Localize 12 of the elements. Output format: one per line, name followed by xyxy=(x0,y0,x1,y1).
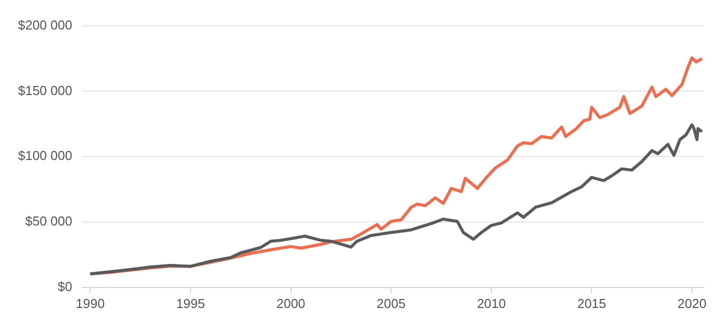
x-tick-label: 1990 xyxy=(76,296,105,311)
x-tick-label: 2000 xyxy=(276,296,306,311)
x-tick-label: 2005 xyxy=(376,296,406,311)
y-tick-label: $200 000 xyxy=(18,17,72,32)
y-tick-label: $150 000 xyxy=(18,82,72,98)
x-tick-label: 1995 xyxy=(176,296,205,311)
x-tick-label: 2010 xyxy=(476,296,506,311)
y-tick-label: $100 000 xyxy=(18,148,72,164)
y-tick-label: $0 xyxy=(58,278,72,294)
y-tick-label: $50 000 xyxy=(25,214,72,229)
x-tick-label: 2015 xyxy=(577,296,606,311)
x-tick-label: 2020 xyxy=(678,296,706,311)
